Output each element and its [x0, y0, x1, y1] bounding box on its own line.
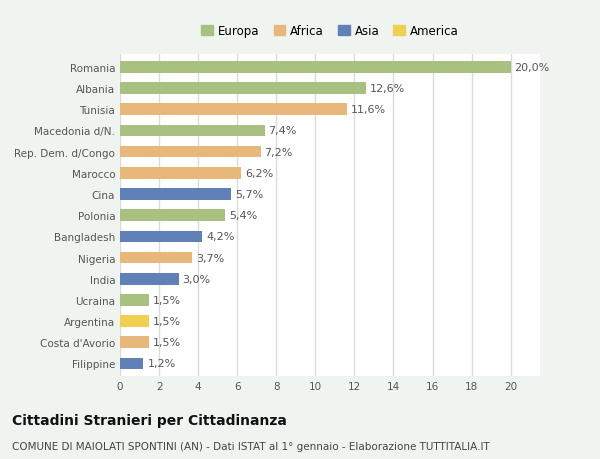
Text: 5,7%: 5,7%: [235, 190, 263, 200]
Text: 7,4%: 7,4%: [268, 126, 297, 136]
Text: 1,5%: 1,5%: [153, 316, 181, 326]
Bar: [120, 189, 232, 201]
Text: COMUNE DI MAIOLATI SPONTINI (AN) - Dati ISTAT al 1° gennaio - Elaborazione TUTTI: COMUNE DI MAIOLATI SPONTINI (AN) - Dati …: [12, 441, 490, 451]
Bar: [120, 83, 366, 95]
Text: 4,2%: 4,2%: [206, 232, 235, 242]
Bar: [120, 125, 265, 137]
Bar: [120, 252, 192, 264]
Bar: [120, 231, 202, 243]
Bar: [120, 210, 226, 222]
Text: 1,2%: 1,2%: [148, 358, 176, 369]
Bar: [120, 62, 511, 73]
Bar: [120, 168, 241, 179]
Text: 1,5%: 1,5%: [153, 337, 181, 347]
Text: 6,2%: 6,2%: [245, 168, 273, 179]
Text: Cittadini Stranieri per Cittadinanza: Cittadini Stranieri per Cittadinanza: [12, 414, 287, 428]
Legend: Europa, Africa, Asia, America: Europa, Africa, Asia, America: [197, 20, 463, 43]
Text: 20,0%: 20,0%: [515, 63, 550, 73]
Bar: [120, 146, 260, 158]
Bar: [120, 316, 149, 327]
Text: 5,4%: 5,4%: [229, 211, 257, 221]
Bar: [120, 273, 179, 285]
Text: 7,2%: 7,2%: [265, 147, 293, 157]
Text: 1,5%: 1,5%: [153, 295, 181, 305]
Text: 12,6%: 12,6%: [370, 84, 405, 94]
Bar: [120, 337, 149, 348]
Bar: [120, 104, 347, 116]
Text: 11,6%: 11,6%: [350, 105, 386, 115]
Bar: [120, 295, 149, 306]
Bar: [120, 358, 143, 369]
Text: 3,7%: 3,7%: [196, 253, 224, 263]
Text: 3,0%: 3,0%: [182, 274, 211, 284]
